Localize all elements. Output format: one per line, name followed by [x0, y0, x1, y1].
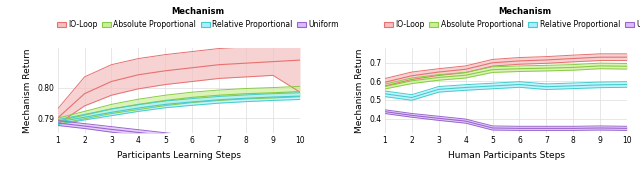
- Y-axis label: Mechanism Return: Mechanism Return: [355, 48, 364, 133]
- X-axis label: Participants Learning Steps: Participants Learning Steps: [116, 151, 241, 160]
- Legend: IO-Loop, Absolute Proportional, Relative Proportional, Uniform: IO-Loop, Absolute Proportional, Relative…: [56, 7, 339, 29]
- Legend: IO-Loop, Absolute Proportional, Relative Proportional, Uniform: IO-Loop, Absolute Proportional, Relative…: [384, 7, 640, 29]
- Y-axis label: Mechanism Return: Mechanism Return: [23, 48, 32, 133]
- X-axis label: Human Participants Steps: Human Participants Steps: [447, 151, 564, 160]
